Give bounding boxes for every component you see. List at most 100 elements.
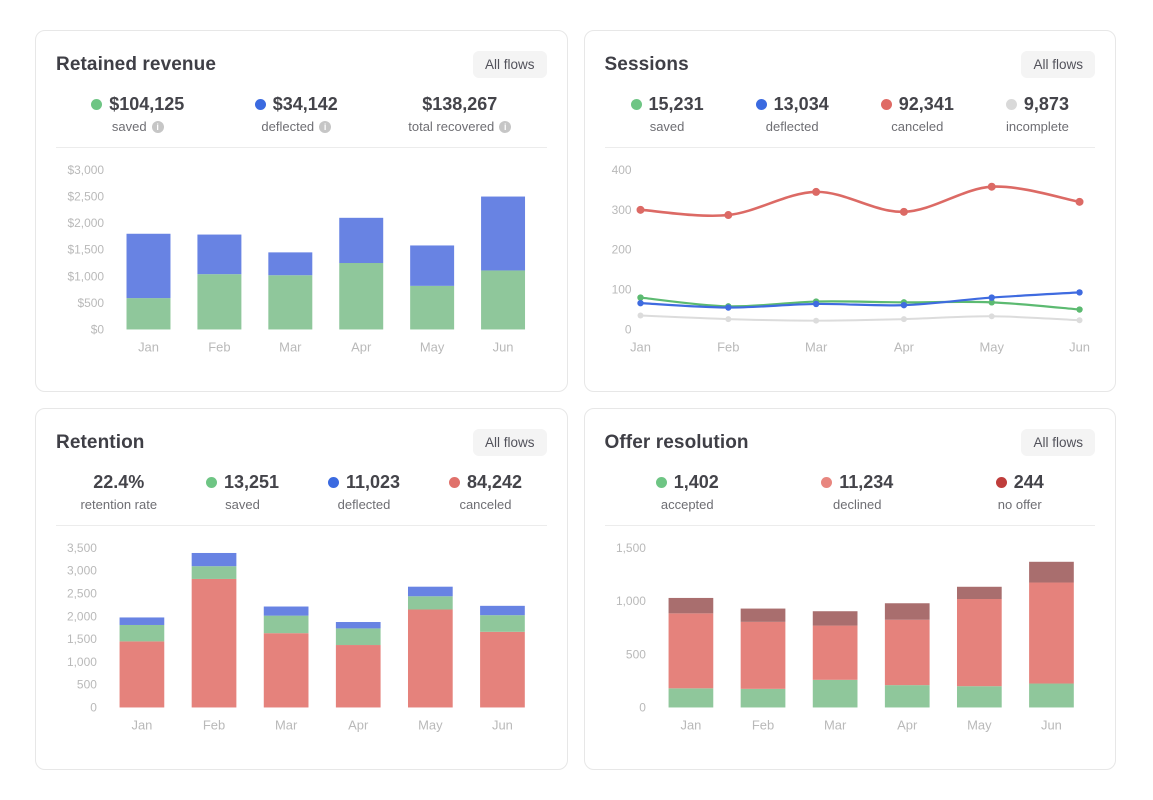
card-retained-revenue: Retained revenue All flows $104,125 save… <box>35 30 568 392</box>
deflected-legend-dot <box>327 477 339 488</box>
svg-text:1,000: 1,000 <box>67 655 97 669</box>
stat-label: saved <box>111 119 147 134</box>
accepted-legend-dot <box>655 477 667 488</box>
retained-revenue-chart[interactable]: $0 $500 $1,000 $1,500 $2,000 $2,500 $3,000 Jan F… <box>56 158 547 357</box>
deflected-legend-dot <box>254 99 266 110</box>
svg-text:May: May <box>967 717 992 732</box>
svg-text:Apr: Apr <box>893 339 914 354</box>
svg-text:May: May <box>979 339 1004 354</box>
card-sessions: Sessions All flows 15,231 saved 13,034 d… <box>583 30 1116 392</box>
svg-text:Feb: Feb <box>208 339 230 354</box>
stat-value: 13,034 <box>773 94 829 114</box>
stat-accepted: 1,402 accepted <box>655 472 719 512</box>
svg-text:$2,500: $2,500 <box>68 190 105 204</box>
divider <box>604 525 1095 526</box>
info-icon[interactable]: i <box>319 120 332 133</box>
card-header: Retained revenue All flows <box>56 51 547 78</box>
card-title-sessions: Sessions <box>604 53 689 75</box>
stat-value: 1,402 <box>673 472 719 492</box>
stat-deflected: $34,142 deflected i <box>254 94 338 134</box>
canceled-legend-dot <box>880 99 892 110</box>
card-retention: Retention All flows 22.4% retention rate… <box>35 408 568 770</box>
card-header: Sessions All flows <box>604 51 1095 78</box>
stat-incomplete: 9,873 incomplete <box>1005 94 1069 134</box>
svg-text:Jun: Jun <box>1069 339 1090 354</box>
svg-text:Jan: Jan <box>680 717 701 732</box>
no-offer-legend-dot <box>995 477 1007 488</box>
stat-value: 11,023 <box>345 472 401 492</box>
stat-value: 22.4% <box>93 472 145 492</box>
info-icon[interactable]: i <box>499 120 512 133</box>
stat-deflected: 11,023 deflected <box>327 472 401 512</box>
svg-text:Apr: Apr <box>348 717 369 732</box>
svg-text:Apr: Apr <box>897 717 918 732</box>
stat-value: 13,251 <box>223 472 280 492</box>
svg-text:$500: $500 <box>77 296 104 310</box>
svg-text:$0: $0 <box>91 322 105 336</box>
svg-text:500: 500 <box>625 647 645 661</box>
info-icon[interactable]: i <box>151 120 164 133</box>
svg-text:0: 0 <box>90 700 97 714</box>
stat-value: 84,242 <box>466 472 523 492</box>
stat-deflected: 13,034 deflected <box>755 94 829 134</box>
svg-text:1,500: 1,500 <box>67 632 97 646</box>
svg-text:Mar: Mar <box>823 717 846 732</box>
stat-label: total recovered <box>408 119 495 134</box>
all-flows-filter-button[interactable]: All flows <box>472 429 547 456</box>
stat-saved: 15,231 saved <box>630 94 704 134</box>
card-title-offer-resolution: Offer resolution <box>604 431 749 453</box>
svg-text:0: 0 <box>639 700 646 714</box>
card-header: Retention All flows <box>56 429 547 456</box>
stat-canceled: 84,242 canceled <box>448 472 523 512</box>
stat-label: canceled <box>459 497 512 512</box>
retention-chart[interactable]: 0 500 1,000 1,500 2,000 2,500 3,000 3,500 Jan Feb… <box>56 536 547 735</box>
stats-row: 1,402 accepted 11,234 declined 244 no of… <box>605 472 1096 512</box>
stat-label: saved <box>649 119 685 134</box>
stat-value: 9,873 <box>1023 94 1069 114</box>
stat-label: canceled <box>891 119 944 134</box>
stat-label: deflected <box>765 119 819 134</box>
stat-label: deflected <box>261 119 315 134</box>
svg-text:3,000: 3,000 <box>67 564 97 578</box>
stats-row: 22.4% retention rate 13,251 saved 11,023… <box>56 472 547 512</box>
all-flows-filter-button[interactable]: All flows <box>1021 51 1095 78</box>
svg-text:Feb: Feb <box>717 339 739 354</box>
stat-declined: 11,234 declined <box>821 472 893 512</box>
offer-resolution-chart[interactable]: 0 500 1,000 1,500 Jan Feb Mar Apr May Jun <box>605 536 1096 735</box>
svg-text:2,000: 2,000 <box>67 609 97 623</box>
stat-canceled: 92,341 canceled <box>880 94 954 134</box>
stat-saved: 13,251 saved <box>205 472 280 512</box>
svg-text:$2,000: $2,000 <box>68 216 105 230</box>
sessions-chart[interactable]: 0 100 200 300 400 Jan Feb Mar Apr May Jun <box>605 158 1096 357</box>
canceled-legend-dot <box>448 477 460 488</box>
svg-text:200: 200 <box>611 243 631 257</box>
card-title-retention: Retention <box>56 431 145 453</box>
stat-label: accepted <box>660 497 714 512</box>
all-flows-filter-button[interactable]: All flows <box>472 51 547 78</box>
svg-text:$1,500: $1,500 <box>68 243 105 257</box>
stat-no-offer: 244 no offer <box>995 472 1044 512</box>
svg-text:0: 0 <box>624 322 631 336</box>
stat-label: incomplete <box>1005 119 1069 134</box>
divider <box>604 147 1095 148</box>
card-title-retained-revenue: Retained revenue <box>56 53 216 75</box>
svg-text:$3,000: $3,000 <box>68 163 105 177</box>
divider <box>56 525 547 526</box>
svg-text:1,500: 1,500 <box>615 541 645 555</box>
stat-label: no offer <box>997 497 1042 512</box>
svg-text:Jan: Jan <box>630 339 651 354</box>
stat-value: 11,234 <box>839 472 894 492</box>
stat-label: deflected <box>337 497 391 512</box>
stats-row: 15,231 saved 13,034 deflected 92,341 can… <box>605 94 1096 134</box>
svg-text:Jun: Jun <box>493 339 514 354</box>
incomplete-legend-dot <box>1005 99 1017 110</box>
svg-text:300: 300 <box>611 203 631 217</box>
svg-text:Jun: Jun <box>492 717 513 732</box>
stat-value: $138,267 <box>422 94 498 114</box>
svg-text:3,500: 3,500 <box>67 541 97 555</box>
stat-value: 244 <box>1013 472 1044 492</box>
all-flows-filter-button[interactable]: All flows <box>1021 429 1095 456</box>
card-offer-resolution: Offer resolution All flows 1,402 accepte… <box>583 408 1116 770</box>
stat-total-recovered: $138,267 total recovered i <box>408 94 512 134</box>
